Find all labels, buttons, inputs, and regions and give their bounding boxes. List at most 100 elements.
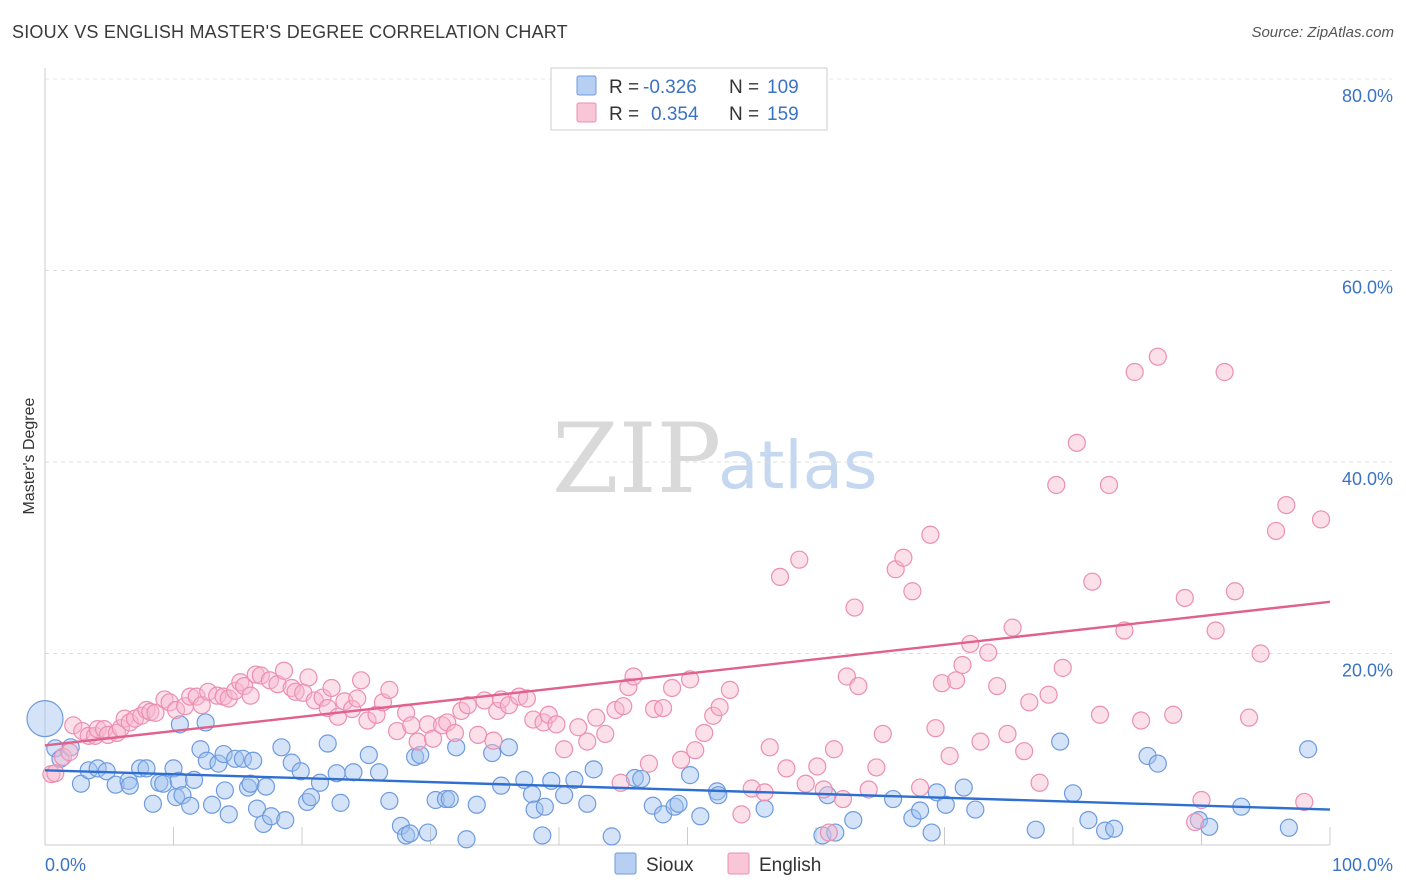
english-point [423,729,443,748]
english-point [710,698,729,717]
english-point [555,740,574,759]
sioux-point [154,774,173,793]
english-point [539,705,558,724]
english-trend-line [44,600,1331,747]
sioux-point [936,795,955,814]
english-point [380,680,399,699]
english-point [146,703,165,722]
sioux-point [400,824,420,843]
english-point [833,789,853,809]
sioux-point [844,811,863,830]
english-point [458,696,477,715]
gridlines [45,78,1392,654]
english-point [867,758,886,777]
english-point [819,823,838,842]
sioux-point [584,760,603,779]
english-point [1239,708,1259,727]
sioux-point [1200,817,1219,836]
english-point [1164,705,1183,724]
english-point [155,690,174,709]
watermark: ZIP atlas [552,403,878,515]
english-point [299,668,318,687]
legend-swatch-sioux [576,75,597,96]
sioux-point [954,778,973,797]
english-point [614,697,633,716]
legend-n-value-sioux: 109 [767,77,799,98]
english-point [619,677,638,697]
trend-lines [44,600,1331,811]
english-point [770,567,790,587]
sioux-point [755,799,774,818]
legend-r-value-sioux: -0.326 [643,77,697,98]
english-point [352,671,371,690]
sioux-point [226,749,245,768]
english-point [187,687,206,706]
english-point [790,550,809,569]
english-point [680,670,700,689]
english-points [42,347,1331,842]
legend-r-value-english: 0.354 [651,104,699,125]
english-point [64,716,83,735]
sioux-point [197,751,217,770]
english-point [1192,790,1211,810]
sioux-point [71,774,91,793]
sioux-point [632,769,651,789]
sioux-point [241,774,260,793]
english-point [348,689,367,708]
english-point [1090,705,1110,724]
sioux-point [247,799,267,818]
sioux-point [535,797,554,816]
sioux-point [254,814,273,834]
english-point [1295,792,1314,812]
x-tick-label: 100.0% [1332,855,1393,875]
english-point [1206,621,1225,640]
sioux-point [181,796,200,815]
sioux-point [447,738,466,757]
english-point [808,757,827,776]
sioux-point [467,795,486,814]
sioux-point [533,826,552,845]
x-tick-labels: 0.0% 100.0% [45,855,1393,875]
english-point [1020,693,1039,712]
english-point [402,716,421,735]
english-point [166,700,186,720]
sioux-point [499,738,518,757]
sioux-point [883,789,903,809]
sioux-point [522,785,542,804]
sioux-point [120,776,139,795]
english-point [695,723,714,743]
english-point [484,731,503,750]
english-point [1015,742,1034,761]
english-point [445,723,465,743]
sioux-point [525,800,544,819]
english-point [894,548,913,567]
english-point [971,732,990,751]
legend-n-label-sioux: N = [729,77,759,98]
sioux-point [331,793,350,812]
x-tick-label: 0.0% [45,855,86,875]
sioux-point [359,745,378,765]
y-tick-labels: 20.0% 40.0% 60.0% 80.0% [1342,86,1393,681]
sioux-point [262,807,281,826]
english-point [940,746,959,766]
english-point [1225,582,1245,601]
english-point [1311,510,1331,529]
english-point [241,686,260,705]
sioux-point [191,740,210,759]
english-point [1175,588,1194,608]
english-point [1266,521,1286,541]
sioux-point [1063,784,1083,803]
sioux-point [1079,811,1098,830]
english-point [322,678,341,698]
english-point [1251,644,1270,663]
english-point [547,715,566,734]
sioux-point [380,791,399,811]
english-point [517,689,536,708]
english-point [46,764,65,783]
sioux-point [318,734,337,753]
english-point [926,719,945,738]
sioux-point [202,795,222,814]
english-point [141,702,160,722]
sioux-point [272,738,291,757]
